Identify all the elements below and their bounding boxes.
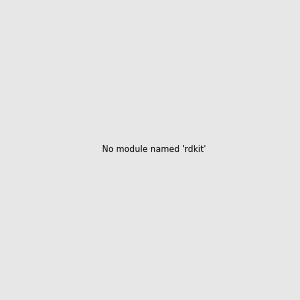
Text: No module named 'rdkit': No module named 'rdkit' (102, 145, 206, 154)
